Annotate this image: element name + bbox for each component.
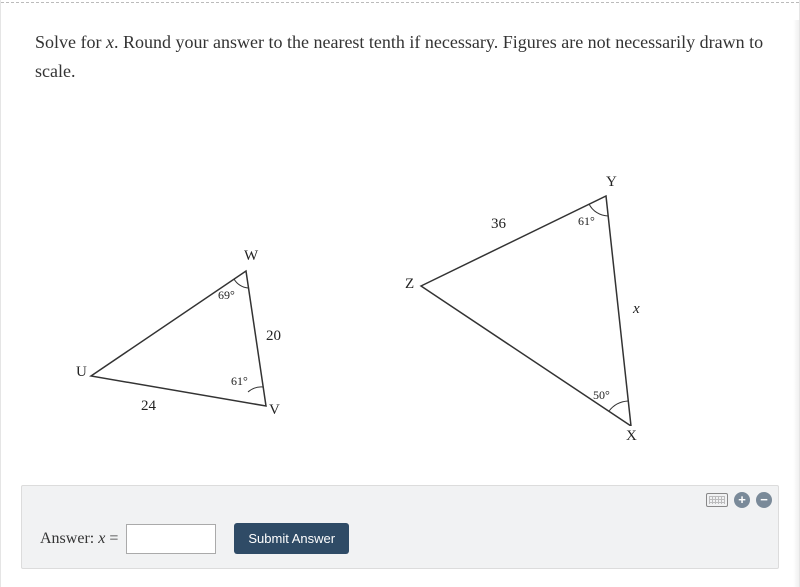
zoom-out-icon[interactable]: − (756, 492, 772, 508)
question-prefix: Solve for (35, 32, 106, 52)
question-suffix: . Round your answer to the nearest tenth… (35, 32, 763, 81)
vertex-v: V (269, 402, 280, 419)
triangles-svg (21, 96, 781, 426)
arc-x (609, 401, 628, 411)
side-wv: 20 (266, 328, 281, 345)
question-text: Solve for x. Round your answer to the ne… (21, 0, 779, 96)
vertex-y: Y (606, 174, 617, 191)
answer-label: Answer: x = (40, 530, 118, 548)
problem-container: Solve for x. Round your answer to the ne… (0, 0, 800, 587)
vertex-w: W (244, 248, 258, 265)
side-zy: 36 (491, 216, 506, 233)
side-uv: 24 (141, 398, 156, 415)
answer-panel: + − Answer: x = Submit Answer (21, 485, 779, 569)
vertex-u: U (76, 364, 87, 381)
side-yx: x (633, 301, 640, 318)
angle-y: 61° (578, 214, 595, 229)
answer-input[interactable] (126, 524, 216, 554)
arc-v (248, 387, 263, 392)
angle-v: 61° (231, 374, 248, 389)
keyboard-icon[interactable] (706, 493, 728, 507)
panel-icons: + − (706, 492, 772, 508)
section-divider (1, 2, 799, 3)
question-variable: x (106, 32, 114, 52)
right-shadow (793, 20, 799, 587)
submit-button[interactable]: Submit Answer (234, 523, 349, 554)
arc-w (234, 279, 248, 288)
vertex-x-label: X (626, 428, 637, 445)
figure-area: U W V 69° 61° 24 20 Z Y X 61° 50° 36 x (21, 96, 779, 426)
zoom-in-icon[interactable]: + (734, 492, 750, 508)
angle-x: 50° (593, 388, 610, 403)
angle-w: 69° (218, 288, 235, 303)
answer-row: Answer: x = Submit Answer (40, 523, 349, 554)
vertex-z: Z (405, 276, 414, 293)
